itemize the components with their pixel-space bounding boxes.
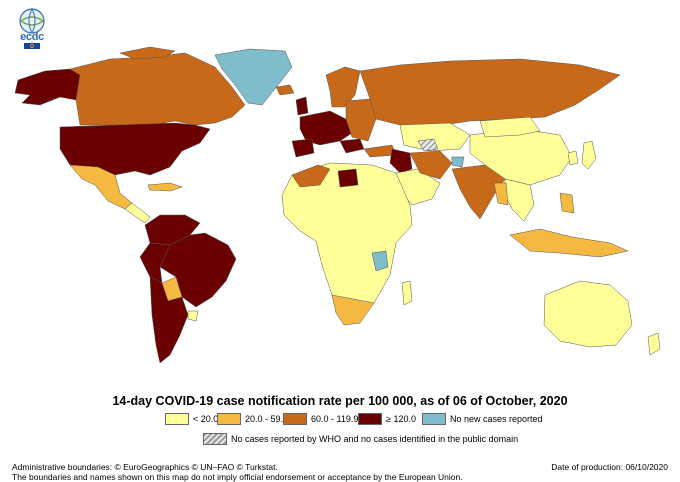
region-korea — [567, 150, 579, 166]
region-east-africa — [371, 250, 389, 272]
region-indonesia — [509, 228, 629, 258]
region-southern-africa — [331, 294, 375, 326]
region-australia — [543, 280, 633, 348]
region-china — [469, 128, 573, 186]
legend-label: No cases reported by WHO and no cases id… — [231, 434, 519, 444]
footer-boundaries: Administrative boundaries: © EuroGeograp… — [12, 462, 278, 472]
region-southeast-asia — [504, 178, 535, 222]
region-middle-east — [389, 148, 413, 174]
legend-label: ≥ 120.0 — [386, 414, 416, 424]
map-title: 14-day COVID-19 case notification rate p… — [112, 394, 568, 408]
legend-swatch — [422, 413, 446, 425]
region-myanmar — [493, 182, 509, 206]
region-russia — [359, 58, 621, 128]
region-madagascar — [401, 280, 413, 306]
region-caribbean — [147, 182, 183, 192]
region-central-america — [124, 202, 151, 224]
region-india — [451, 164, 506, 220]
region-uk — [295, 96, 309, 116]
footer-disclaimer: The boundaries and names shown on this m… — [12, 472, 463, 482]
region-mongolia — [479, 116, 541, 138]
legend-swatch — [358, 413, 382, 425]
region-no-data-turkmenistan — [417, 138, 439, 152]
region-afghanistan — [451, 156, 465, 168]
region-japan — [581, 140, 597, 170]
region-greenland — [214, 48, 293, 106]
region-north-africa — [291, 164, 331, 188]
legend-label: < 20.0 — [193, 414, 219, 424]
region-alaska — [14, 68, 81, 106]
region-iran — [409, 150, 453, 180]
region-southern-cone — [149, 276, 189, 364]
region-canada — [69, 52, 246, 126]
region-iceland — [275, 84, 295, 96]
region-libya — [337, 168, 359, 188]
legend-swatch — [283, 413, 307, 425]
region-uruguay — [187, 310, 199, 322]
region-kazakhstan — [399, 122, 471, 152]
logo-text: ecdc — [20, 31, 44, 43]
legend-label: 60.0 - 119.9 — [311, 414, 359, 424]
region-canada-islands — [119, 46, 176, 60]
footer-production-date: Date of production: 06/10/2020 — [551, 462, 668, 472]
region-eastern-europe — [345, 98, 377, 142]
legend-label: 20.0 - 59.9 — [245, 414, 289, 424]
legend-label: No new cases reported — [450, 414, 543, 424]
world-map — [14, 46, 661, 364]
legend-swatch — [217, 413, 241, 425]
ecdc-globe-logo-icon — [19, 8, 45, 49]
region-iberia — [291, 138, 315, 158]
region-philippines — [559, 192, 575, 214]
region-balkans — [339, 138, 365, 154]
ecdc-logo: ecdc — [8, 6, 56, 50]
legend-swatch-hatched — [203, 433, 227, 445]
region-brazil — [159, 232, 237, 308]
legend-swatch — [165, 413, 189, 425]
region-new-zealand — [647, 332, 661, 356]
